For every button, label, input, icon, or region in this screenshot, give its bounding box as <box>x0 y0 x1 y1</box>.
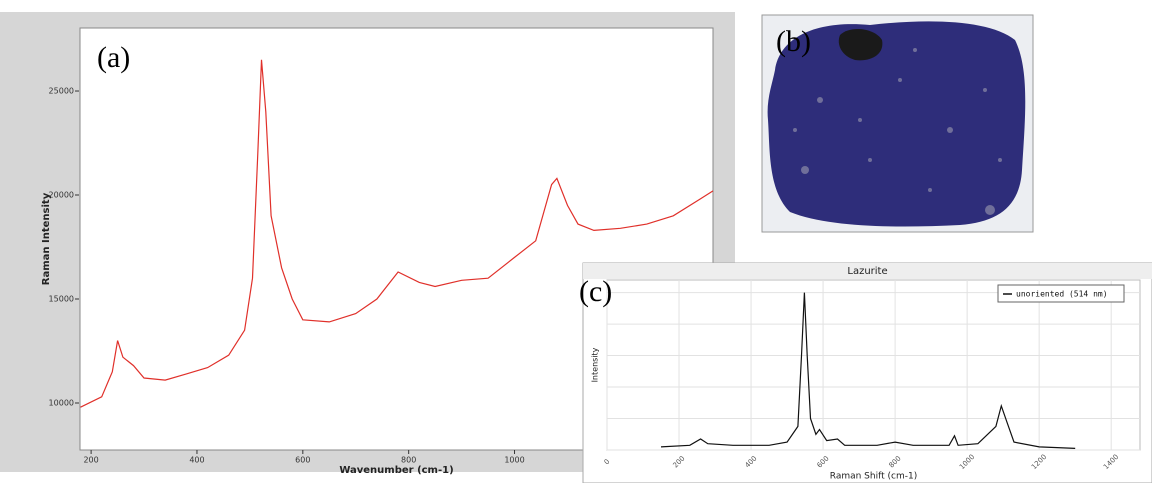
x-tick-label: 400 <box>189 456 204 465</box>
y-tick-label: 15000 <box>49 295 74 304</box>
x-tick-label: 800 <box>401 456 416 465</box>
y-tick-label: 20000 <box>49 191 74 200</box>
legend-box <box>997 284 1125 303</box>
panel-label: (c) <box>579 275 612 308</box>
legend-entry: unoriented (514 nm) <box>1016 290 1108 299</box>
photo-b: (b) <box>761 14 1034 233</box>
x-axis-label: Raman Shift (cm-1) <box>830 472 917 482</box>
x-axis-label: Wavenumber (cm-1) <box>339 465 453 476</box>
chart-a: 10000 15000 20000 25000 200 400 600 800 1000 Wave… <box>41 59 714 476</box>
y-tick-label: 10000 <box>49 398 74 407</box>
title-bar <box>583 263 1152 279</box>
x-tick-label: 1000 <box>504 456 524 465</box>
speckles <box>793 48 1002 215</box>
chart-title: Lazurite <box>847 266 887 277</box>
x-tick-label: 200 <box>83 456 98 465</box>
y-axis-label: Raman Intensity <box>41 192 52 285</box>
y-axis-label: Intensity <box>591 347 600 382</box>
dark-inclusion <box>838 28 883 61</box>
y-tick-label: 25000 <box>49 87 74 96</box>
spectrum-line <box>660 292 1076 449</box>
spectrum-line <box>80 59 714 408</box>
x-tick-label: 0 <box>603 458 612 467</box>
panel-label: (a) <box>97 41 130 74</box>
panel-label: (b) <box>776 25 811 58</box>
lazurite-sample <box>767 21 1026 227</box>
plot-area-c <box>606 279 1141 451</box>
x-tick-label: 600 <box>295 456 310 465</box>
